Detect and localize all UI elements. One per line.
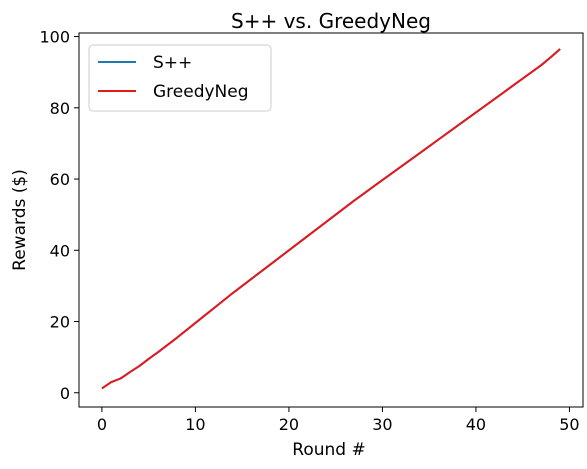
x-axis: 0 10 20 30 40 50: [97, 407, 580, 434]
y-axis: 0 20 40 60 80 100: [39, 28, 79, 403]
legend: S++ GreedyNeg: [88, 44, 272, 112]
y-tick-label: 60: [50, 170, 70, 189]
x-tick-label: 20: [279, 415, 299, 434]
y-tick-label: 20: [50, 313, 70, 332]
chart-title: S++ vs. GreedyNeg: [231, 9, 431, 33]
x-tick-label: 0: [97, 415, 107, 434]
plot-border: [78, 32, 584, 408]
legend-label-s-plus-plus: S++: [153, 53, 192, 73]
y-tick-label: 80: [50, 99, 70, 118]
series-layer: [101, 48, 561, 390]
y-tick-label: 0: [60, 384, 70, 403]
x-axis-label: Round #: [292, 440, 365, 460]
x-tick-label: 50: [559, 415, 579, 434]
y-tick-label: 100: [39, 28, 70, 47]
y-axis-label: Rewards ($): [10, 169, 30, 271]
y-tick-label: 40: [50, 241, 70, 260]
x-tick-label: 30: [372, 415, 392, 434]
legend-label-greedyneg: GreedyNeg: [153, 82, 249, 102]
x-tick-label: 10: [185, 415, 205, 434]
series-line-greedyneg: [101, 48, 561, 390]
x-tick-label: 40: [466, 415, 486, 434]
